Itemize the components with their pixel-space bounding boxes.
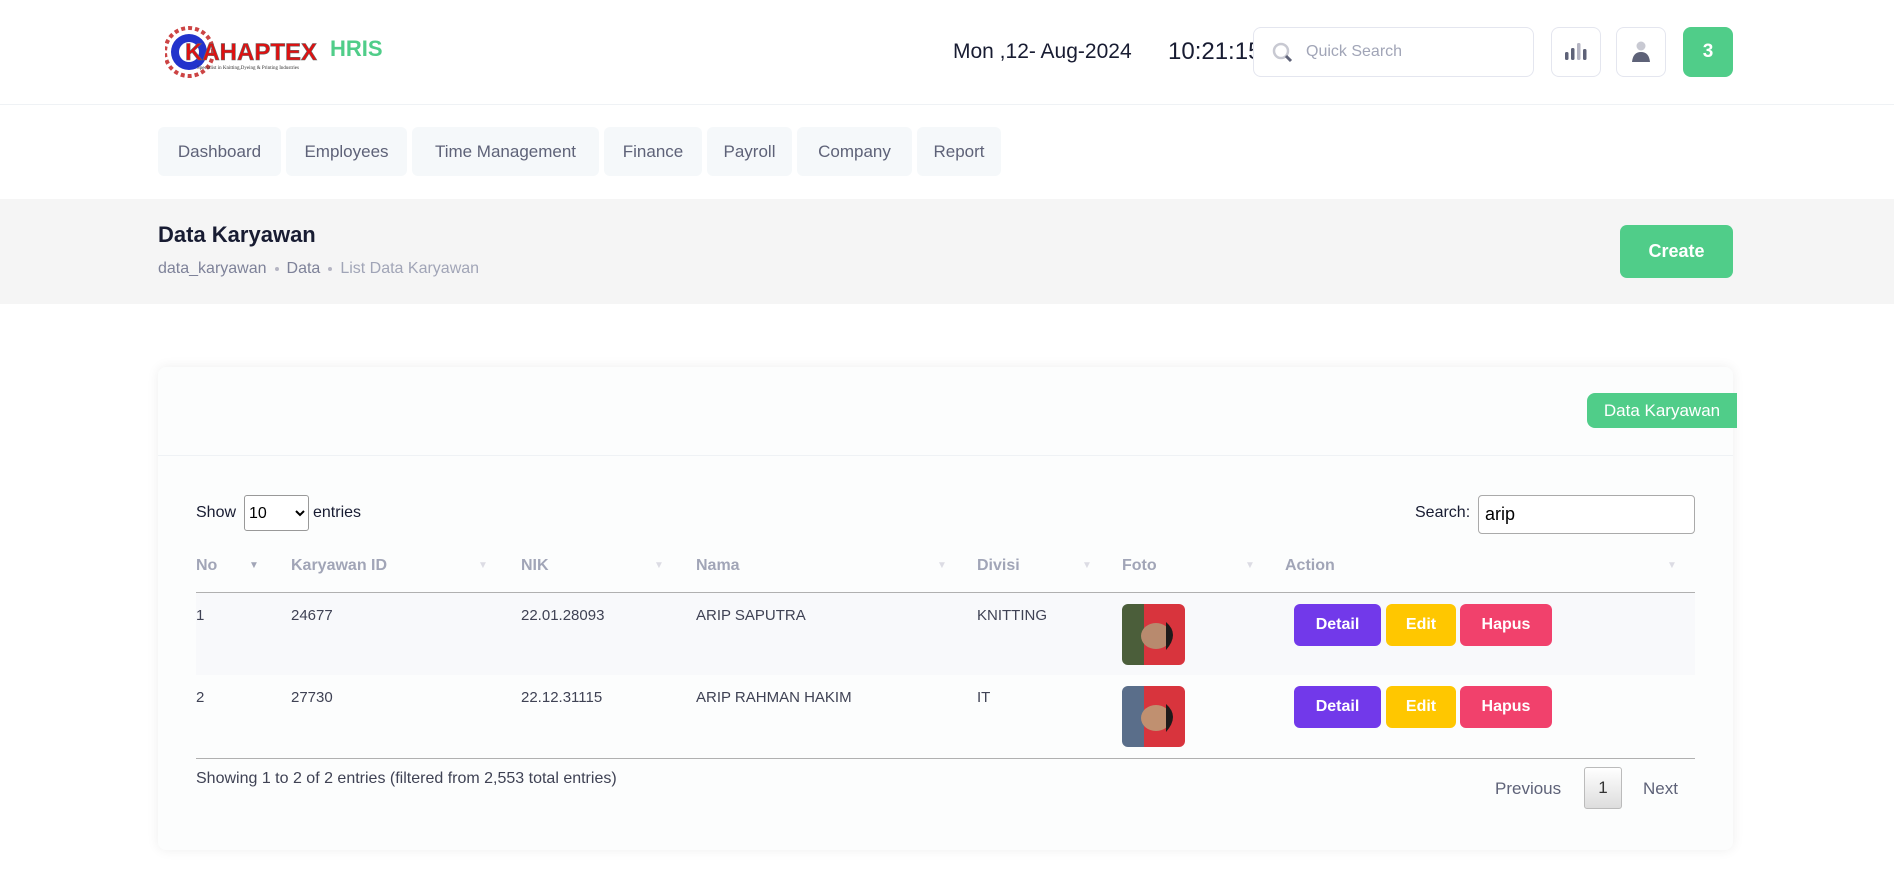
breadcrumb-separator: [274, 267, 279, 271]
svg-text:Specialist in Knitting,Dyeing: Specialist in Knitting,Dyeing & Printing…: [197, 66, 299, 71]
cell-no: 1: [196, 607, 205, 624]
search-icon: [1272, 42, 1293, 63]
cell-nama: ARIP RAHMAN HAKIM: [696, 689, 852, 706]
breadcrumb-separator: [328, 267, 333, 271]
card-divider: [158, 455, 1733, 456]
page-title: Data Karyawan: [158, 222, 316, 247]
stats-button[interactable]: [1551, 27, 1601, 77]
col-divisi[interactable]: Divisi: [977, 557, 1020, 574]
employee-photo[interactable]: [1122, 686, 1185, 747]
cell-no: 2: [196, 689, 205, 706]
sort-icon: ▼: [1667, 560, 1677, 571]
col-nama[interactable]: Nama: [696, 557, 740, 574]
employee-photo[interactable]: [1122, 604, 1185, 665]
sort-icon: ▼: [1245, 560, 1255, 571]
entries-label: entries: [313, 504, 362, 521]
col-no[interactable]: No: [196, 557, 218, 574]
cell-karyawan-id: 24677: [291, 607, 333, 624]
detail-button[interactable]: Detail: [1294, 686, 1381, 728]
edit-button[interactable]: Edit: [1386, 686, 1456, 728]
current-time: 10:21:15: [1168, 38, 1262, 65]
card-ribbon: Data Karyawan: [1587, 393, 1737, 428]
col-foto[interactable]: Foto: [1122, 557, 1157, 574]
table-footer-line: [196, 758, 1695, 759]
app-name: HRIS: [330, 36, 383, 61]
search-label: Search:: [1415, 504, 1471, 521]
sort-desc-icon: ▼: [249, 560, 259, 571]
sort-icon: ▼: [1082, 560, 1092, 571]
nav-report[interactable]: Report: [917, 127, 1001, 176]
cell-nama: ARIP SAPUTRA: [696, 607, 806, 624]
table-info: Showing 1 to 2 of 2 entries (filtered fr…: [196, 770, 617, 787]
breadcrumb: data_karyawan Data List Data Karyawan: [158, 260, 479, 278]
page-toolbar: [0, 199, 1894, 304]
breadcrumb-item[interactable]: data_karyawan: [158, 260, 267, 277]
quick-search-input[interactable]: [1306, 28, 1526, 76]
edit-button[interactable]: Edit: [1386, 604, 1456, 646]
nav-company[interactable]: Company: [797, 127, 912, 176]
notification-button[interactable]: 3: [1683, 27, 1733, 77]
user-menu-button[interactable]: [1616, 27, 1666, 77]
svg-text:KAHAPTEX: KAHAPTEX: [185, 39, 317, 66]
nav-finance[interactable]: Finance: [604, 127, 702, 176]
cell-divisi: IT: [977, 689, 991, 706]
cell-nik: 22.01.28093: [521, 607, 605, 624]
pagination-page-1[interactable]: 1: [1584, 767, 1622, 809]
nav-employees[interactable]: Employees: [286, 127, 407, 176]
breadcrumb-current: List Data Karyawan: [340, 260, 480, 277]
current-date: Mon ,12- Aug-2024: [953, 40, 1132, 63]
cell-nik: 22.12.31115: [521, 689, 603, 706]
nav-dashboard[interactable]: Dashboard: [158, 127, 281, 176]
hapus-button[interactable]: Hapus: [1460, 604, 1552, 646]
create-button[interactable]: Create: [1620, 225, 1733, 278]
cell-karyawan-id: 27730: [291, 689, 333, 706]
col-action[interactable]: Action: [1285, 557, 1335, 574]
sort-icon: ▼: [478, 560, 488, 571]
pagination-next[interactable]: Next: [1643, 779, 1678, 798]
nav-payroll[interactable]: Payroll: [707, 127, 792, 176]
pagination-previous[interactable]: Previous: [1495, 779, 1562, 798]
hapus-button[interactable]: Hapus: [1460, 686, 1552, 728]
table-header-line: [196, 592, 1695, 593]
sort-icon: ▼: [654, 560, 664, 571]
detail-button[interactable]: Detail: [1294, 604, 1381, 646]
cell-divisi: KNITTING: [977, 607, 1047, 624]
breadcrumb-item[interactable]: Data: [286, 260, 321, 277]
kahaptex-logo[interactable]: KAHAPTEX Specialist in Knitting,Dyeing &…: [163, 22, 355, 82]
page-length-select[interactable]: 10: [244, 495, 309, 531]
col-nik[interactable]: NIK: [521, 557, 549, 574]
nav-time-management[interactable]: Time Management: [412, 127, 599, 176]
bar-chart-icon: [1565, 43, 1587, 60]
col-karyawan-id[interactable]: Karyawan ID: [291, 557, 388, 574]
sort-icon: ▼: [937, 560, 947, 571]
quick-search[interactable]: [1253, 27, 1534, 77]
user-icon: [1632, 41, 1650, 62]
table-search-input[interactable]: [1478, 495, 1695, 534]
show-label: Show: [196, 504, 237, 521]
